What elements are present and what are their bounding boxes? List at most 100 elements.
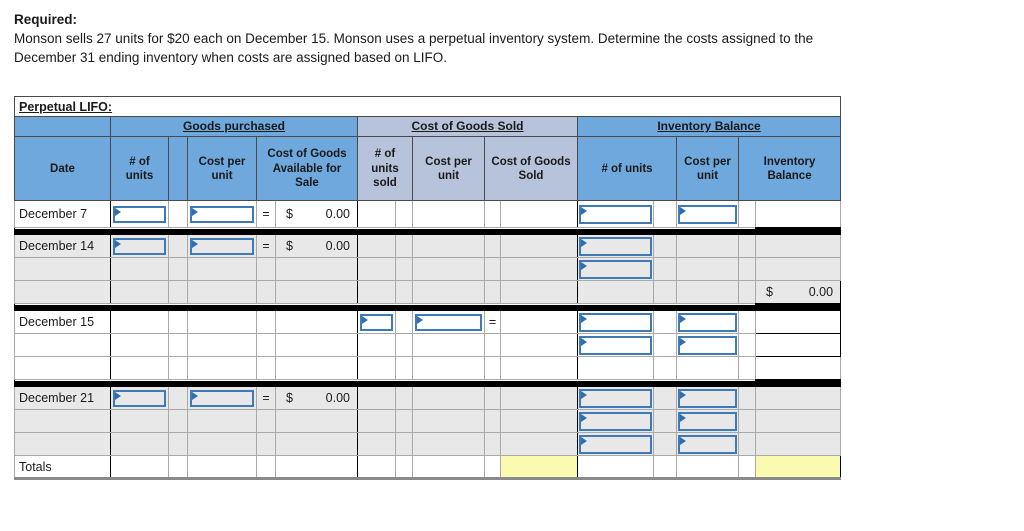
- empty-cell: [676, 234, 739, 259]
- empty-cell: [275, 455, 358, 480]
- cell: [676, 409, 739, 434]
- cell: [187, 234, 257, 259]
- empty-cell: [256, 257, 276, 282]
- empty-cell: [738, 386, 756, 411]
- dec7-inventory-balance-cell: [754, 200, 842, 229]
- input-dec14-purchase-cost[interactable]: [190, 237, 254, 255]
- empty-cell: [110, 356, 169, 381]
- required-label: Required:: [14, 12, 78, 27]
- empty-cell: [412, 234, 485, 259]
- cell: [577, 386, 654, 411]
- empty-cell: [395, 386, 413, 411]
- row-label-totals: Totals: [14, 455, 111, 480]
- empty-cell: [187, 333, 257, 358]
- cell: [577, 200, 654, 229]
- empty-cell: [256, 280, 276, 305]
- section-separator: [13, 303, 842, 312]
- empty-cell: [256, 455, 276, 480]
- input-dec21-balance-cost-2[interactable]: [678, 411, 737, 431]
- input-dec15-balance-units-1[interactable]: [579, 312, 652, 332]
- input-dec21-purchase-cost[interactable]: [190, 389, 254, 407]
- empty-cell: [275, 280, 358, 305]
- input-dec7-purchase-units[interactable]: [113, 205, 166, 223]
- input-dec21-balance-units-2[interactable]: [579, 411, 652, 431]
- empty-cell: [395, 333, 413, 358]
- empty-cell: [412, 257, 485, 282]
- dec15-cogs-value-cell: [500, 310, 578, 335]
- empty-cell: [275, 257, 358, 282]
- equals-cell: =: [256, 386, 276, 411]
- cell: [676, 432, 739, 457]
- empty-cell: [357, 356, 396, 381]
- cell: [676, 310, 739, 335]
- empty-cell: [738, 356, 756, 381]
- empty-cell: [110, 455, 169, 480]
- row-label-dec7: December 7: [14, 200, 111, 229]
- cell: [110, 386, 169, 411]
- empty-cell: [738, 280, 756, 305]
- empty-cell: [738, 432, 756, 457]
- row-label-dec21: December 21: [14, 386, 111, 411]
- col-header-sold-units: # of units sold: [357, 136, 413, 202]
- input-dec15-balance-units-2[interactable]: [579, 335, 652, 355]
- equals-cell: =: [256, 200, 276, 229]
- empty-cell: [275, 356, 358, 381]
- empty-cell: [738, 234, 756, 259]
- empty-cell: [653, 432, 677, 457]
- empty-cell: [14, 257, 111, 282]
- input-dec14-purchase-units[interactable]: [113, 237, 166, 255]
- input-dec21-balance-units-1[interactable]: [579, 388, 652, 408]
- col-header-date: Date: [14, 136, 111, 202]
- empty-cell: [653, 386, 677, 411]
- total-inventory-balance-cell: [754, 455, 842, 480]
- empty-cell: [256, 333, 276, 358]
- empty-cell: [187, 310, 257, 335]
- input-dec15-sold-cost[interactable]: [415, 313, 482, 331]
- input-dec14-balance-units-2[interactable]: [579, 259, 652, 279]
- empty-cell: [357, 409, 396, 434]
- prompt-line-2: December 31 ending inventory when costs …: [14, 50, 448, 66]
- empty-cell: [275, 409, 358, 434]
- empty-cell: [357, 257, 396, 282]
- empty-cell: [256, 310, 276, 335]
- empty-cell: [256, 356, 276, 381]
- total-cost-of-goods-sold-cell: [500, 455, 578, 480]
- empty-cell: [500, 432, 578, 457]
- input-dec21-balance-cost-3[interactable]: [678, 434, 737, 454]
- empty-cell: [738, 310, 756, 335]
- empty-cell: [168, 386, 188, 411]
- dec14-goods-available-value: $0.00: [275, 234, 358, 259]
- input-dec14-balance-units-1[interactable]: [579, 236, 652, 256]
- empty-cell: [168, 200, 188, 229]
- empty-cell: [676, 356, 739, 381]
- empty-cell: [676, 257, 739, 282]
- col-header-gp-units: # of units: [110, 136, 169, 202]
- equals-cell: =: [256, 234, 276, 259]
- section-separator: [13, 379, 842, 388]
- cell: [577, 409, 654, 434]
- input-dec7-purchase-cost[interactable]: [190, 205, 254, 223]
- input-dec21-balance-units-3[interactable]: [579, 434, 652, 454]
- empty-cell: [754, 386, 842, 411]
- group-header-goods-purchased: Goods purchased: [110, 116, 358, 138]
- empty-cell: [110, 409, 169, 434]
- cell: [412, 310, 485, 335]
- empty-cell: [412, 386, 485, 411]
- empty-cell: [577, 455, 654, 480]
- input-dec21-balance-cost-1[interactable]: [678, 388, 737, 408]
- empty-cell: [484, 386, 501, 411]
- empty-cell: [484, 257, 501, 282]
- empty-cell: [484, 432, 501, 457]
- input-dec21-purchase-units[interactable]: [113, 389, 166, 407]
- input-dec15-sold-units[interactable]: [360, 313, 393, 331]
- input-dec15-balance-cost-1[interactable]: [678, 312, 737, 332]
- cell: [110, 200, 169, 229]
- input-dec7-balance-units[interactable]: [579, 204, 652, 224]
- empty-cell: [14, 333, 111, 358]
- empty-cell: [754, 432, 842, 457]
- input-dec7-balance-cost[interactable]: [678, 204, 737, 224]
- perpetual-lifo-worksheet: Perpetual LIFO: Goods purchased Cost of …: [13, 96, 842, 481]
- row-label-dec15: December 15: [14, 310, 111, 335]
- empty-cell: [653, 333, 677, 358]
- input-dec15-balance-cost-2[interactable]: [678, 335, 737, 355]
